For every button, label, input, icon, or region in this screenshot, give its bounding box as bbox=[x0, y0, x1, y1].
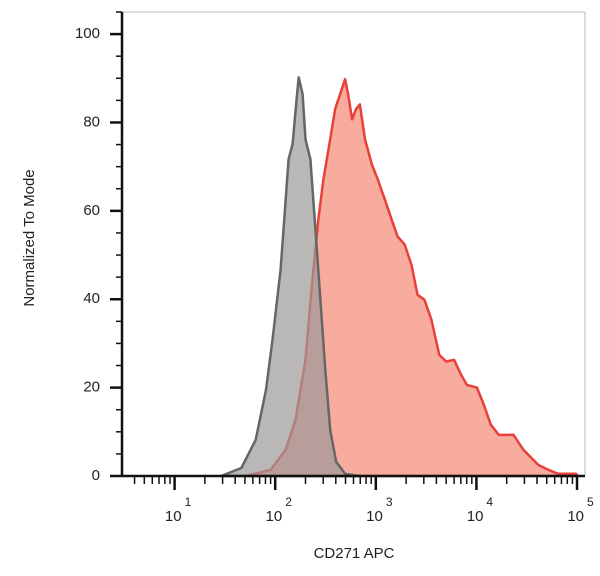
histogram-area bbox=[244, 77, 580, 478]
y-tick-label: 40 bbox=[83, 290, 100, 307]
x-tick-label: 10 bbox=[467, 508, 484, 525]
x-tick-power: 1 bbox=[185, 495, 192, 509]
x-tick-power: 3 bbox=[386, 495, 393, 509]
x-tick-power: 2 bbox=[285, 495, 292, 509]
y-axis-label: Normalized To Mode bbox=[21, 169, 38, 306]
x-tick-label: 10 bbox=[567, 508, 584, 525]
y-tick-label: 80 bbox=[83, 113, 100, 130]
x-tick-label: 10 bbox=[366, 508, 383, 525]
y-tick-label: 20 bbox=[83, 379, 100, 396]
x-tick-label: 10 bbox=[165, 508, 182, 525]
x-axis-label: CD271 APC bbox=[314, 545, 395, 562]
y-tick-label: 60 bbox=[83, 202, 100, 219]
histogram-area bbox=[219, 76, 362, 478]
x-tick-power: 5 bbox=[587, 495, 594, 509]
y-tick-label: 0 bbox=[92, 467, 100, 484]
x-tick-label: 10 bbox=[266, 508, 283, 525]
x-tick-power: 4 bbox=[486, 495, 493, 509]
y-tick-label: 100 bbox=[75, 25, 100, 42]
